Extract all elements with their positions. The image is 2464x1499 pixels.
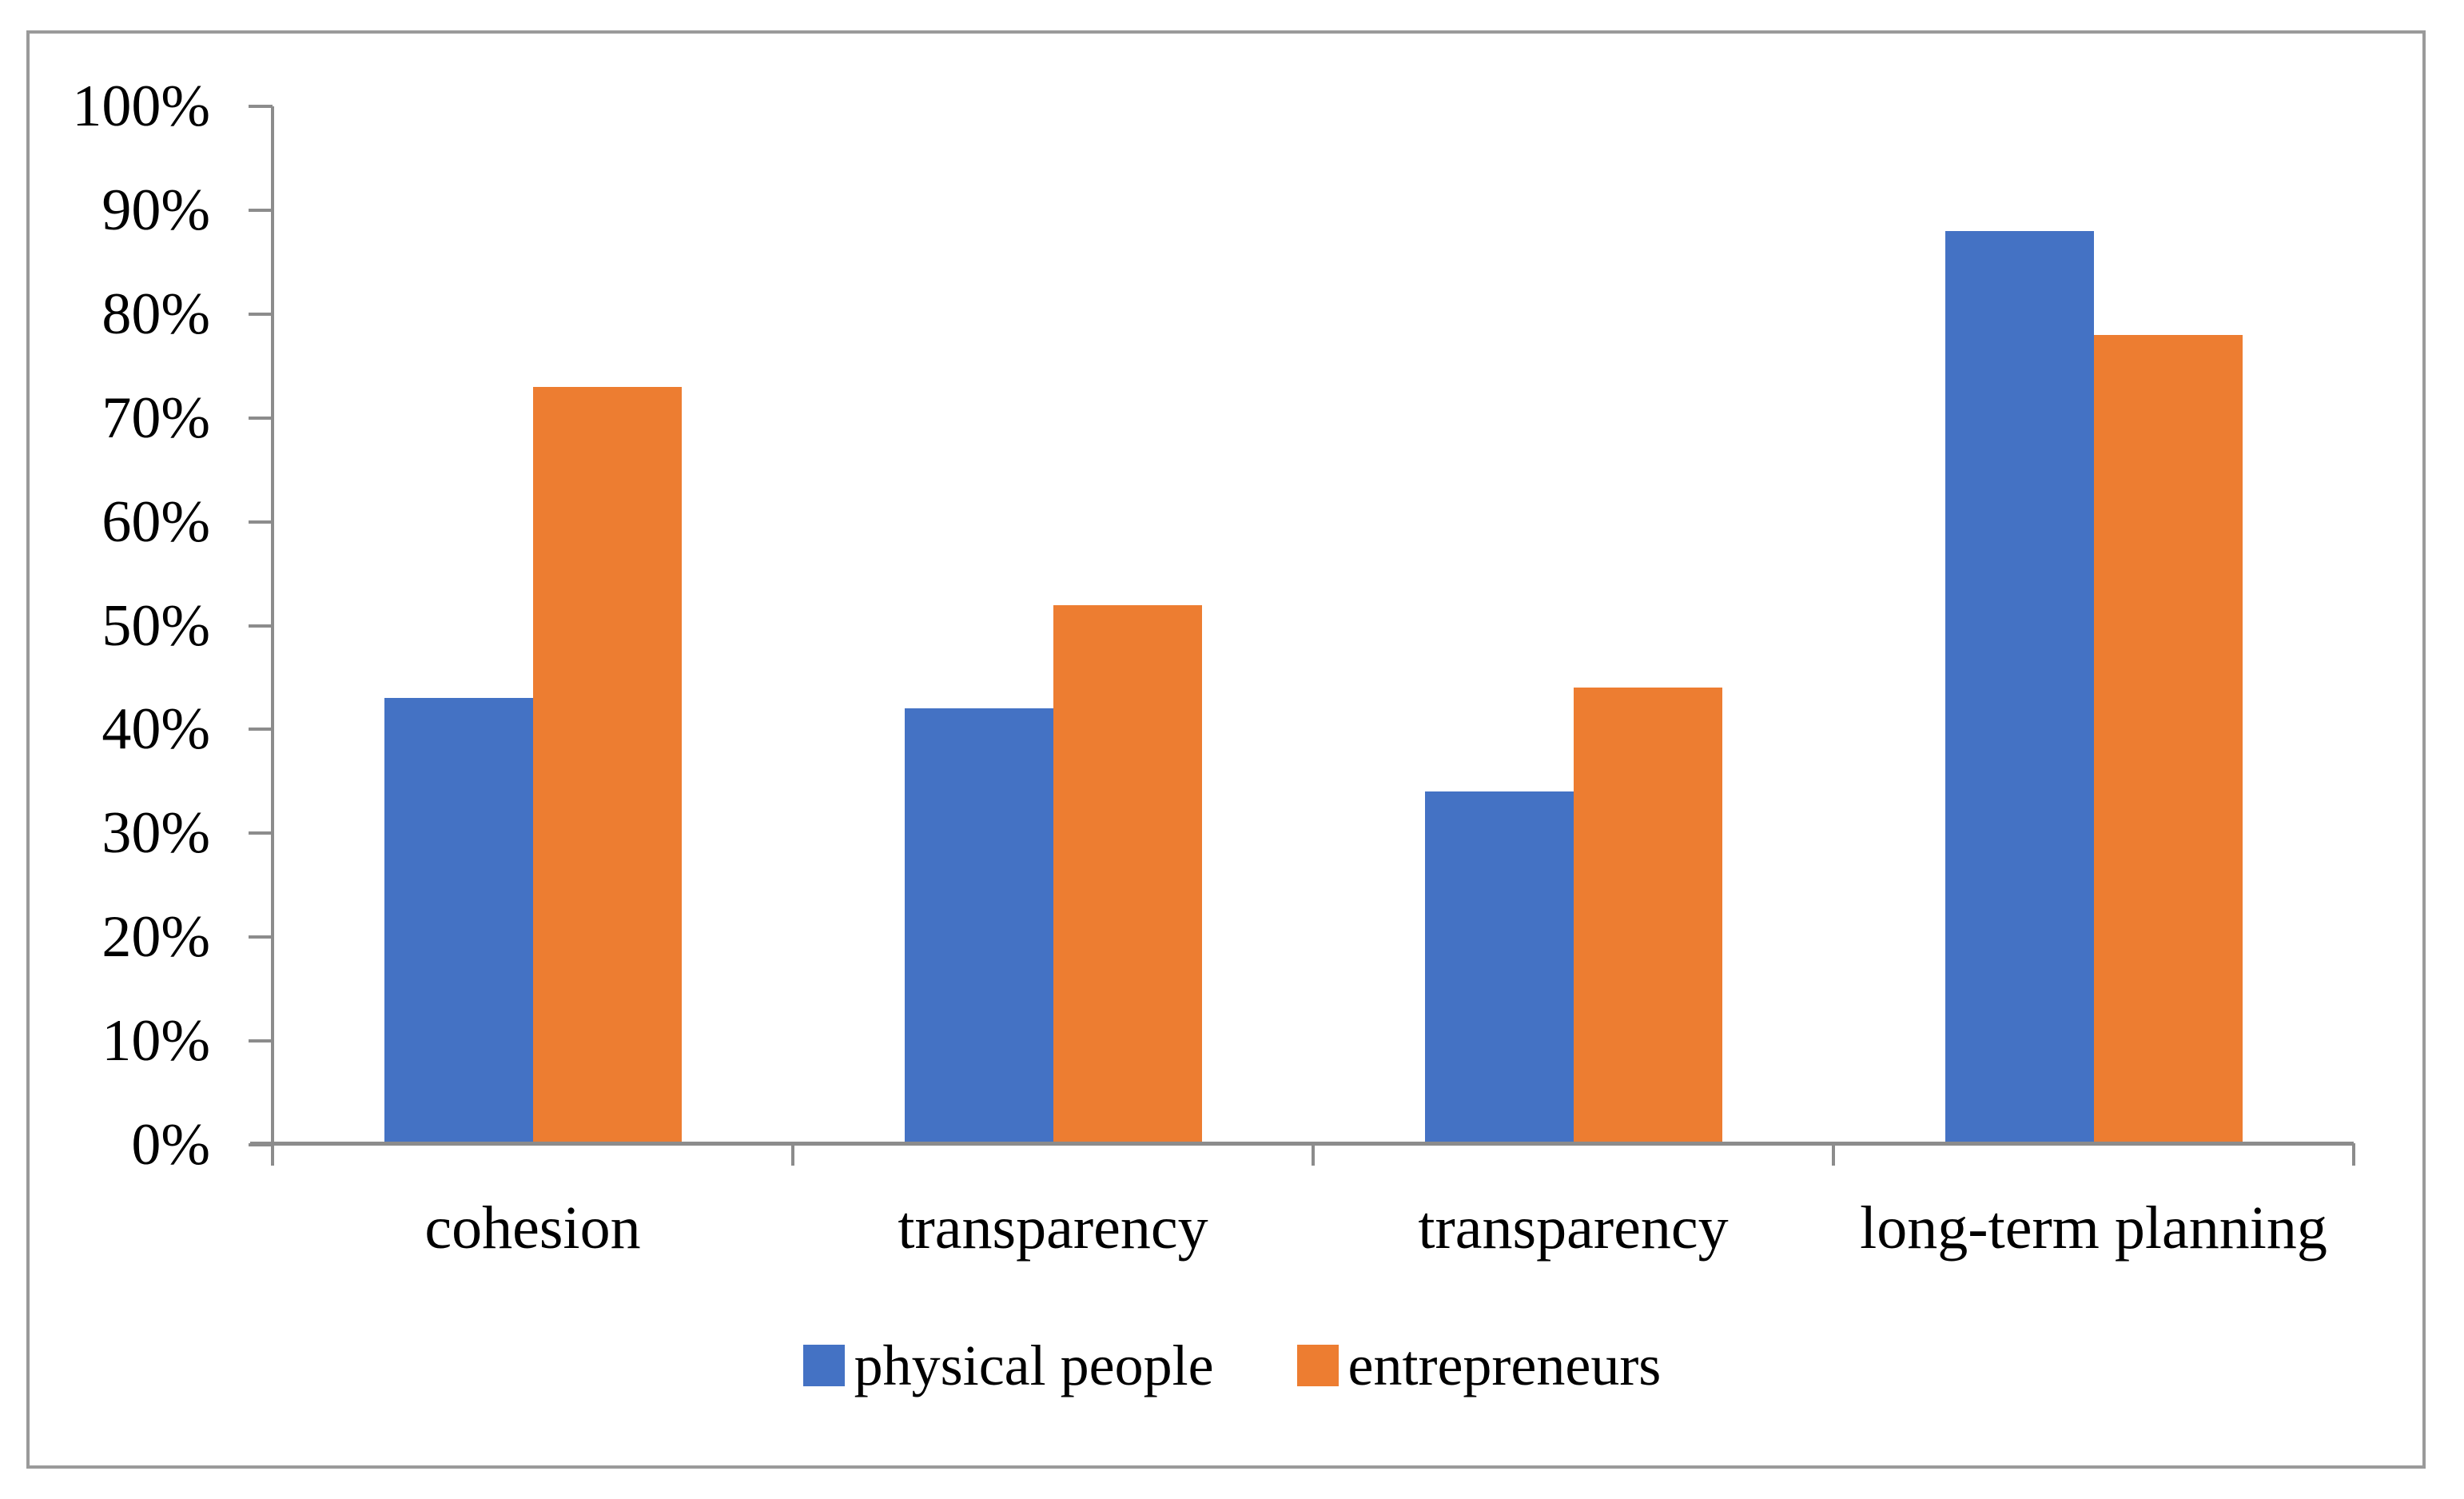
y-axis-tick-label: 80% bbox=[102, 281, 210, 347]
x-axis-category-tick bbox=[791, 1143, 794, 1166]
x-axis-category-tick bbox=[1832, 1143, 1835, 1166]
y-axis-tick bbox=[249, 520, 273, 524]
legend-swatch bbox=[1296, 1345, 1339, 1386]
x-axis-category-tick bbox=[1312, 1143, 1315, 1166]
y-axis-tick-label: 40% bbox=[102, 696, 210, 763]
bar-physical-people-0 bbox=[384, 698, 533, 1145]
legend-item: entrepreneurs bbox=[1296, 1334, 1662, 1397]
x-axis-category-tick bbox=[2352, 1143, 2355, 1166]
y-axis-tick bbox=[249, 935, 273, 939]
y-axis-tick bbox=[249, 312, 273, 316]
y-axis-tick-label: 90% bbox=[102, 177, 210, 243]
y-axis-tick-label: 30% bbox=[102, 800, 210, 867]
plot-area bbox=[249, 105, 2355, 1166]
legend-swatch bbox=[802, 1345, 845, 1386]
bar-physical-people-3 bbox=[1945, 230, 2094, 1145]
bar-physical-people-2 bbox=[1424, 791, 1574, 1145]
y-axis-tick bbox=[249, 728, 273, 732]
legend-label: physical people bbox=[854, 1334, 1214, 1397]
bar-entrepreneurs-0 bbox=[532, 386, 682, 1145]
category-label: transparency bbox=[1418, 1194, 1729, 1262]
y-axis-tick-label: 50% bbox=[102, 592, 210, 659]
x-axis-category-tick bbox=[271, 1143, 274, 1166]
x-axis-baseline bbox=[250, 1142, 2354, 1146]
y-axis-tick bbox=[249, 1039, 273, 1043]
y-axis-tick-label: 10% bbox=[102, 1008, 210, 1074]
y-axis-tick-label: 0% bbox=[131, 1112, 210, 1178]
y-axis-tick-label: 20% bbox=[102, 904, 210, 971]
y-axis-tick bbox=[249, 831, 273, 835]
category-label: long-term planning bbox=[1860, 1194, 2327, 1262]
y-axis-line bbox=[271, 106, 274, 1165]
legend-label: entrepreneurs bbox=[1347, 1334, 1662, 1397]
category-label: cohesion bbox=[424, 1194, 641, 1262]
chart-legend: physical people entrepreneurs bbox=[0, 1337, 2464, 1394]
bar-physical-people-1 bbox=[904, 708, 1053, 1145]
y-axis-tick bbox=[249, 105, 273, 108]
y-axis-tick bbox=[249, 416, 273, 420]
bar-entrepreneurs-2 bbox=[1573, 688, 1722, 1145]
category-label: transparency bbox=[898, 1194, 1208, 1262]
bar-entrepreneurs-3 bbox=[2093, 334, 2243, 1145]
y-axis-tick-label: 100% bbox=[72, 74, 210, 139]
bar-entrepreneurs-1 bbox=[1053, 604, 1202, 1145]
legend-item: physical people bbox=[802, 1334, 1214, 1397]
y-axis-tick bbox=[249, 208, 273, 212]
y-axis-tick-label: 70% bbox=[102, 385, 210, 451]
y-axis-tick-label: 60% bbox=[102, 488, 210, 555]
y-axis-tick bbox=[249, 624, 273, 628]
